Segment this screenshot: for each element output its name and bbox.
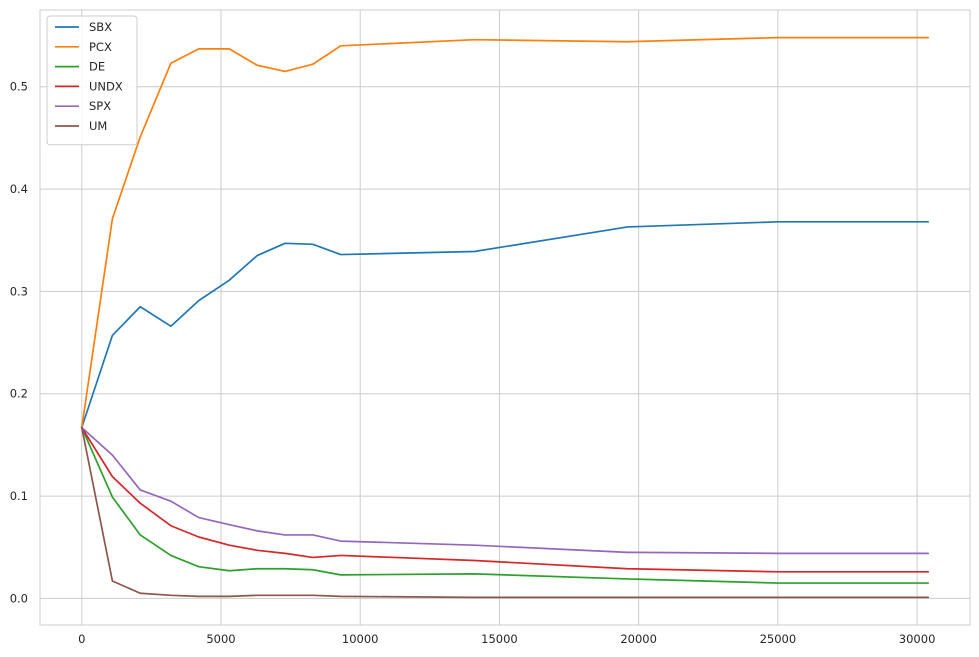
plot-frame — [39, 9, 971, 626]
legend-label-de: DE — [89, 60, 105, 74]
grid-lines — [40, 10, 970, 625]
series-line-pcx — [80, 36, 930, 429]
x-tick-label: 15000 — [481, 632, 518, 646]
legend-label-pcx: PCX — [89, 40, 112, 54]
legend-label-um: UM — [89, 119, 107, 133]
legend-label-undx: UNDX — [89, 79, 123, 93]
series-lines — [80, 36, 930, 599]
y-tick-label: 0.1 — [10, 489, 28, 503]
x-tick-label: 5000 — [206, 632, 235, 646]
legend: SBX PCX DE UNDX SPX UM — [46, 15, 138, 146]
x-axis-tick-labels: 0 5000 10000 15000 20000 25000 30000 — [78, 632, 935, 646]
series-line-sbx — [80, 220, 930, 429]
y-tick-label: 0.3 — [10, 284, 28, 298]
legend-label-sbx: SBX — [89, 20, 112, 34]
y-tick-label: 0.0 — [10, 591, 28, 605]
series-line-de — [80, 426, 930, 584]
plot-area — [40, 10, 970, 625]
series-line-um — [80, 426, 930, 599]
legend-label-spx: SPX — [89, 99, 111, 113]
x-tick-label: 0 — [78, 632, 85, 646]
y-tick-label: 0.5 — [10, 80, 28, 94]
x-tick-label: 25000 — [760, 632, 797, 646]
x-tick-label: 30000 — [899, 632, 936, 646]
y-tick-label: 0.4 — [10, 182, 28, 196]
y-tick-label: 0.2 — [10, 387, 28, 401]
x-tick-label: 10000 — [342, 632, 379, 646]
x-tick-label: 20000 — [620, 632, 657, 646]
y-axis-tick-labels: 0.0 0.1 0.2 0.3 0.4 0.5 — [10, 80, 28, 606]
series-line-undx — [80, 426, 930, 573]
legend-box — [46, 15, 138, 146]
series-line-spx — [80, 426, 930, 555]
